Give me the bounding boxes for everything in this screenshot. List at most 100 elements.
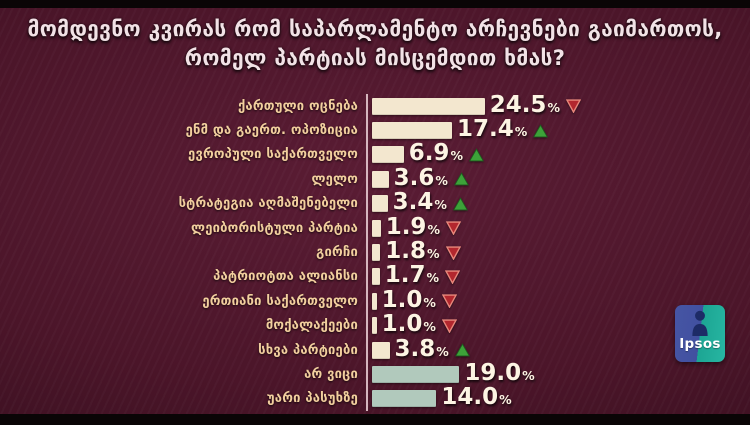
percent-sign: % — [522, 368, 535, 383]
bar-area: 1.0% — [366, 311, 750, 338]
value-number: 19.0 — [464, 360, 522, 386]
trend-up-icon — [454, 343, 470, 357]
bar-area: 1.8% — [366, 240, 750, 265]
bar — [372, 219, 381, 237]
trend-down-icon — [445, 245, 461, 260]
letterbox-bottom — [0, 414, 750, 425]
value-label: 24.5% — [489, 91, 560, 119]
chart-row: სხვა პარტიები 3.8% — [0, 335, 750, 363]
bar-area: 1.0% — [366, 286, 750, 314]
bar-area: 24.5% — [366, 91, 750, 119]
person-icon — [692, 310, 708, 336]
bar — [372, 195, 388, 213]
bar-area: 1.7% — [366, 262, 750, 290]
category-label: ერთიანი საქართველო — [202, 293, 358, 309]
percent-sign: % — [436, 343, 449, 359]
value-label: 6.9% — [409, 142, 463, 167]
percent-sign: % — [499, 392, 512, 408]
category-label: ქართული ოცნება — [237, 98, 358, 114]
bar — [372, 268, 380, 286]
value-label: 19.0% — [464, 362, 534, 387]
percent-sign: % — [423, 294, 436, 310]
value-number: 3.8 — [394, 335, 436, 362]
category-label: სტრატეგია აღმაშენებელი — [178, 196, 358, 212]
trend-up-icon — [533, 123, 549, 137]
chart-title: მომდევნო კვირას რომ საპარლამენტო არჩევნე… — [0, 15, 750, 73]
bar-area: 6.9% — [366, 142, 750, 168]
value-label: 3.8% — [394, 335, 449, 363]
bar-area: 3.6% — [366, 164, 750, 192]
bar — [372, 244, 381, 262]
category-label: ევროპული საქართველო — [188, 147, 358, 163]
bar — [372, 146, 404, 164]
trend-down-icon — [441, 294, 457, 309]
chart-row: არ ვიცი 19.0% — [0, 362, 750, 387]
value-label: 1.0% — [381, 286, 436, 314]
value-number: 17.4 — [457, 116, 514, 143]
chart-row: ენმ და გაერთ. ოპოზიცია 17.4% — [0, 118, 750, 143]
value-label: 3.6% — [393, 164, 448, 192]
chart-title-line2: რომელ პარტიას მისცემდით ხმას? — [184, 46, 566, 70]
trend-down-icon — [565, 99, 581, 114]
trend-down-icon — [441, 319, 457, 333]
bar — [372, 97, 485, 115]
value-label: 17.4% — [457, 118, 527, 143]
bar — [372, 317, 377, 335]
bar — [372, 365, 460, 383]
trend-up-icon — [452, 196, 468, 211]
bar — [372, 292, 377, 310]
percent-sign: % — [547, 99, 560, 115]
category-label: ენმ და გაერთ. ოპოზიცია — [185, 123, 358, 139]
percent-sign: % — [423, 319, 436, 335]
chart-row: მოქალაქეები 1.0% — [0, 311, 750, 338]
bar-area: 3.8% — [366, 335, 750, 363]
value-number: 14.0 — [441, 384, 499, 411]
chart-row: უარი პასუხზე 14.0% — [0, 386, 750, 412]
bar — [372, 170, 389, 188]
percent-sign: % — [427, 221, 440, 237]
value-label: 1.8% — [385, 240, 439, 265]
percent-sign: % — [514, 124, 528, 140]
category-label: ლელო — [311, 171, 358, 187]
value-label: 3.4% — [393, 191, 447, 216]
value-number: 1.9 — [385, 213, 427, 240]
bar — [372, 341, 390, 359]
category-label: მოქალაქეები — [265, 318, 358, 334]
chart-row: ქართული ოცნება 24.5% — [0, 91, 750, 119]
value-number: 6.9 — [408, 140, 450, 167]
value-number: 24.5 — [489, 91, 547, 118]
bar — [372, 390, 437, 408]
bar-area: 19.0% — [366, 362, 750, 387]
chart-row: ევროპული საქართველო 6.9% — [0, 142, 750, 168]
category-label: სხვა პარტიები — [258, 342, 358, 358]
chart-row: ერთიანი საქართველო 1.0% — [0, 286, 750, 314]
value-number: 1.0 — [381, 311, 423, 338]
value-label: 14.0% — [441, 386, 511, 411]
percent-sign: % — [434, 197, 447, 213]
chart-row: გირჩი 1.8% — [0, 240, 750, 265]
category-label: გირჩი — [316, 245, 358, 261]
chart-row: ლელო 3.6% — [0, 164, 750, 192]
category-label: უარი პასუხზე — [266, 391, 358, 407]
percent-sign: % — [427, 246, 440, 262]
bar-area: 1.9% — [366, 213, 750, 241]
trend-down-icon — [445, 221, 461, 236]
chart-row: სტრატეგია აღმაშენებელი 3.4% — [0, 191, 750, 216]
category-label: ლეიბორისტული პარტია — [191, 220, 358, 236]
value-number: 3.4 — [392, 189, 434, 216]
value-number: 3.6 — [393, 164, 435, 191]
value-label: 1.9% — [385, 213, 440, 241]
ipsos-wordmark: Ipsos — [679, 336, 721, 352]
chart-row: პატრიოტთა ალიანსი 1.7% — [0, 262, 750, 290]
chart-row: ლეიბორისტული პარტია 1.9% — [0, 213, 750, 241]
percent-sign: % — [450, 148, 463, 164]
ipsos-logo: Ipsos — [675, 305, 725, 362]
value-number: 1.8 — [385, 238, 427, 265]
value-number: 1.7 — [384, 262, 426, 289]
chart-title-line1: მომდევნო კვირას რომ საპარლამენტო არჩევნე… — [27, 17, 723, 41]
trend-down-icon — [445, 270, 461, 284]
category-label: არ ვიცი — [304, 366, 358, 382]
value-number: 1.0 — [381, 286, 423, 313]
bar — [372, 122, 452, 140]
